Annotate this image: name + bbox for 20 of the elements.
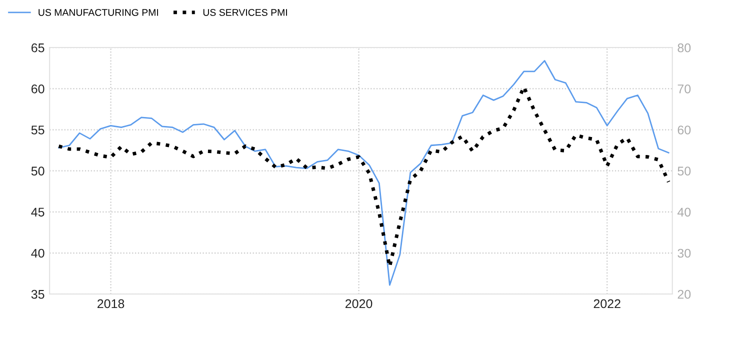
y-tick-label: 60 bbox=[32, 84, 44, 94]
legend-label: US MANUFACTURING PMI bbox=[38, 9, 158, 16]
y-tick-label: 45 bbox=[31, 208, 44, 217]
y2-tick-label: 60 bbox=[678, 126, 691, 134]
legend-label: US SERVICES PMI bbox=[203, 9, 287, 16]
y2-tick-label: 80 bbox=[678, 43, 691, 52]
y2-tick-label: 20 bbox=[678, 290, 691, 299]
line-series bbox=[58, 60, 670, 286]
x-tick-label: 2022 bbox=[594, 299, 620, 308]
y2-tick-label: 70 bbox=[678, 84, 691, 94]
x-tick-label: 2018 bbox=[98, 299, 124, 308]
x-tick-label: 2020 bbox=[346, 299, 372, 308]
y2-tick-label: 30 bbox=[678, 248, 691, 258]
y2-tick-label: 50 bbox=[678, 166, 691, 176]
y-tick-label: 55 bbox=[31, 126, 44, 134]
y2-tick-label: 40 bbox=[677, 208, 691, 217]
y-tick-label: 65 bbox=[32, 43, 44, 52]
y-tick-label: 35 bbox=[31, 290, 44, 299]
y-tick-label: 50 bbox=[31, 166, 44, 176]
y-tick-label: 40 bbox=[31, 248, 44, 258]
